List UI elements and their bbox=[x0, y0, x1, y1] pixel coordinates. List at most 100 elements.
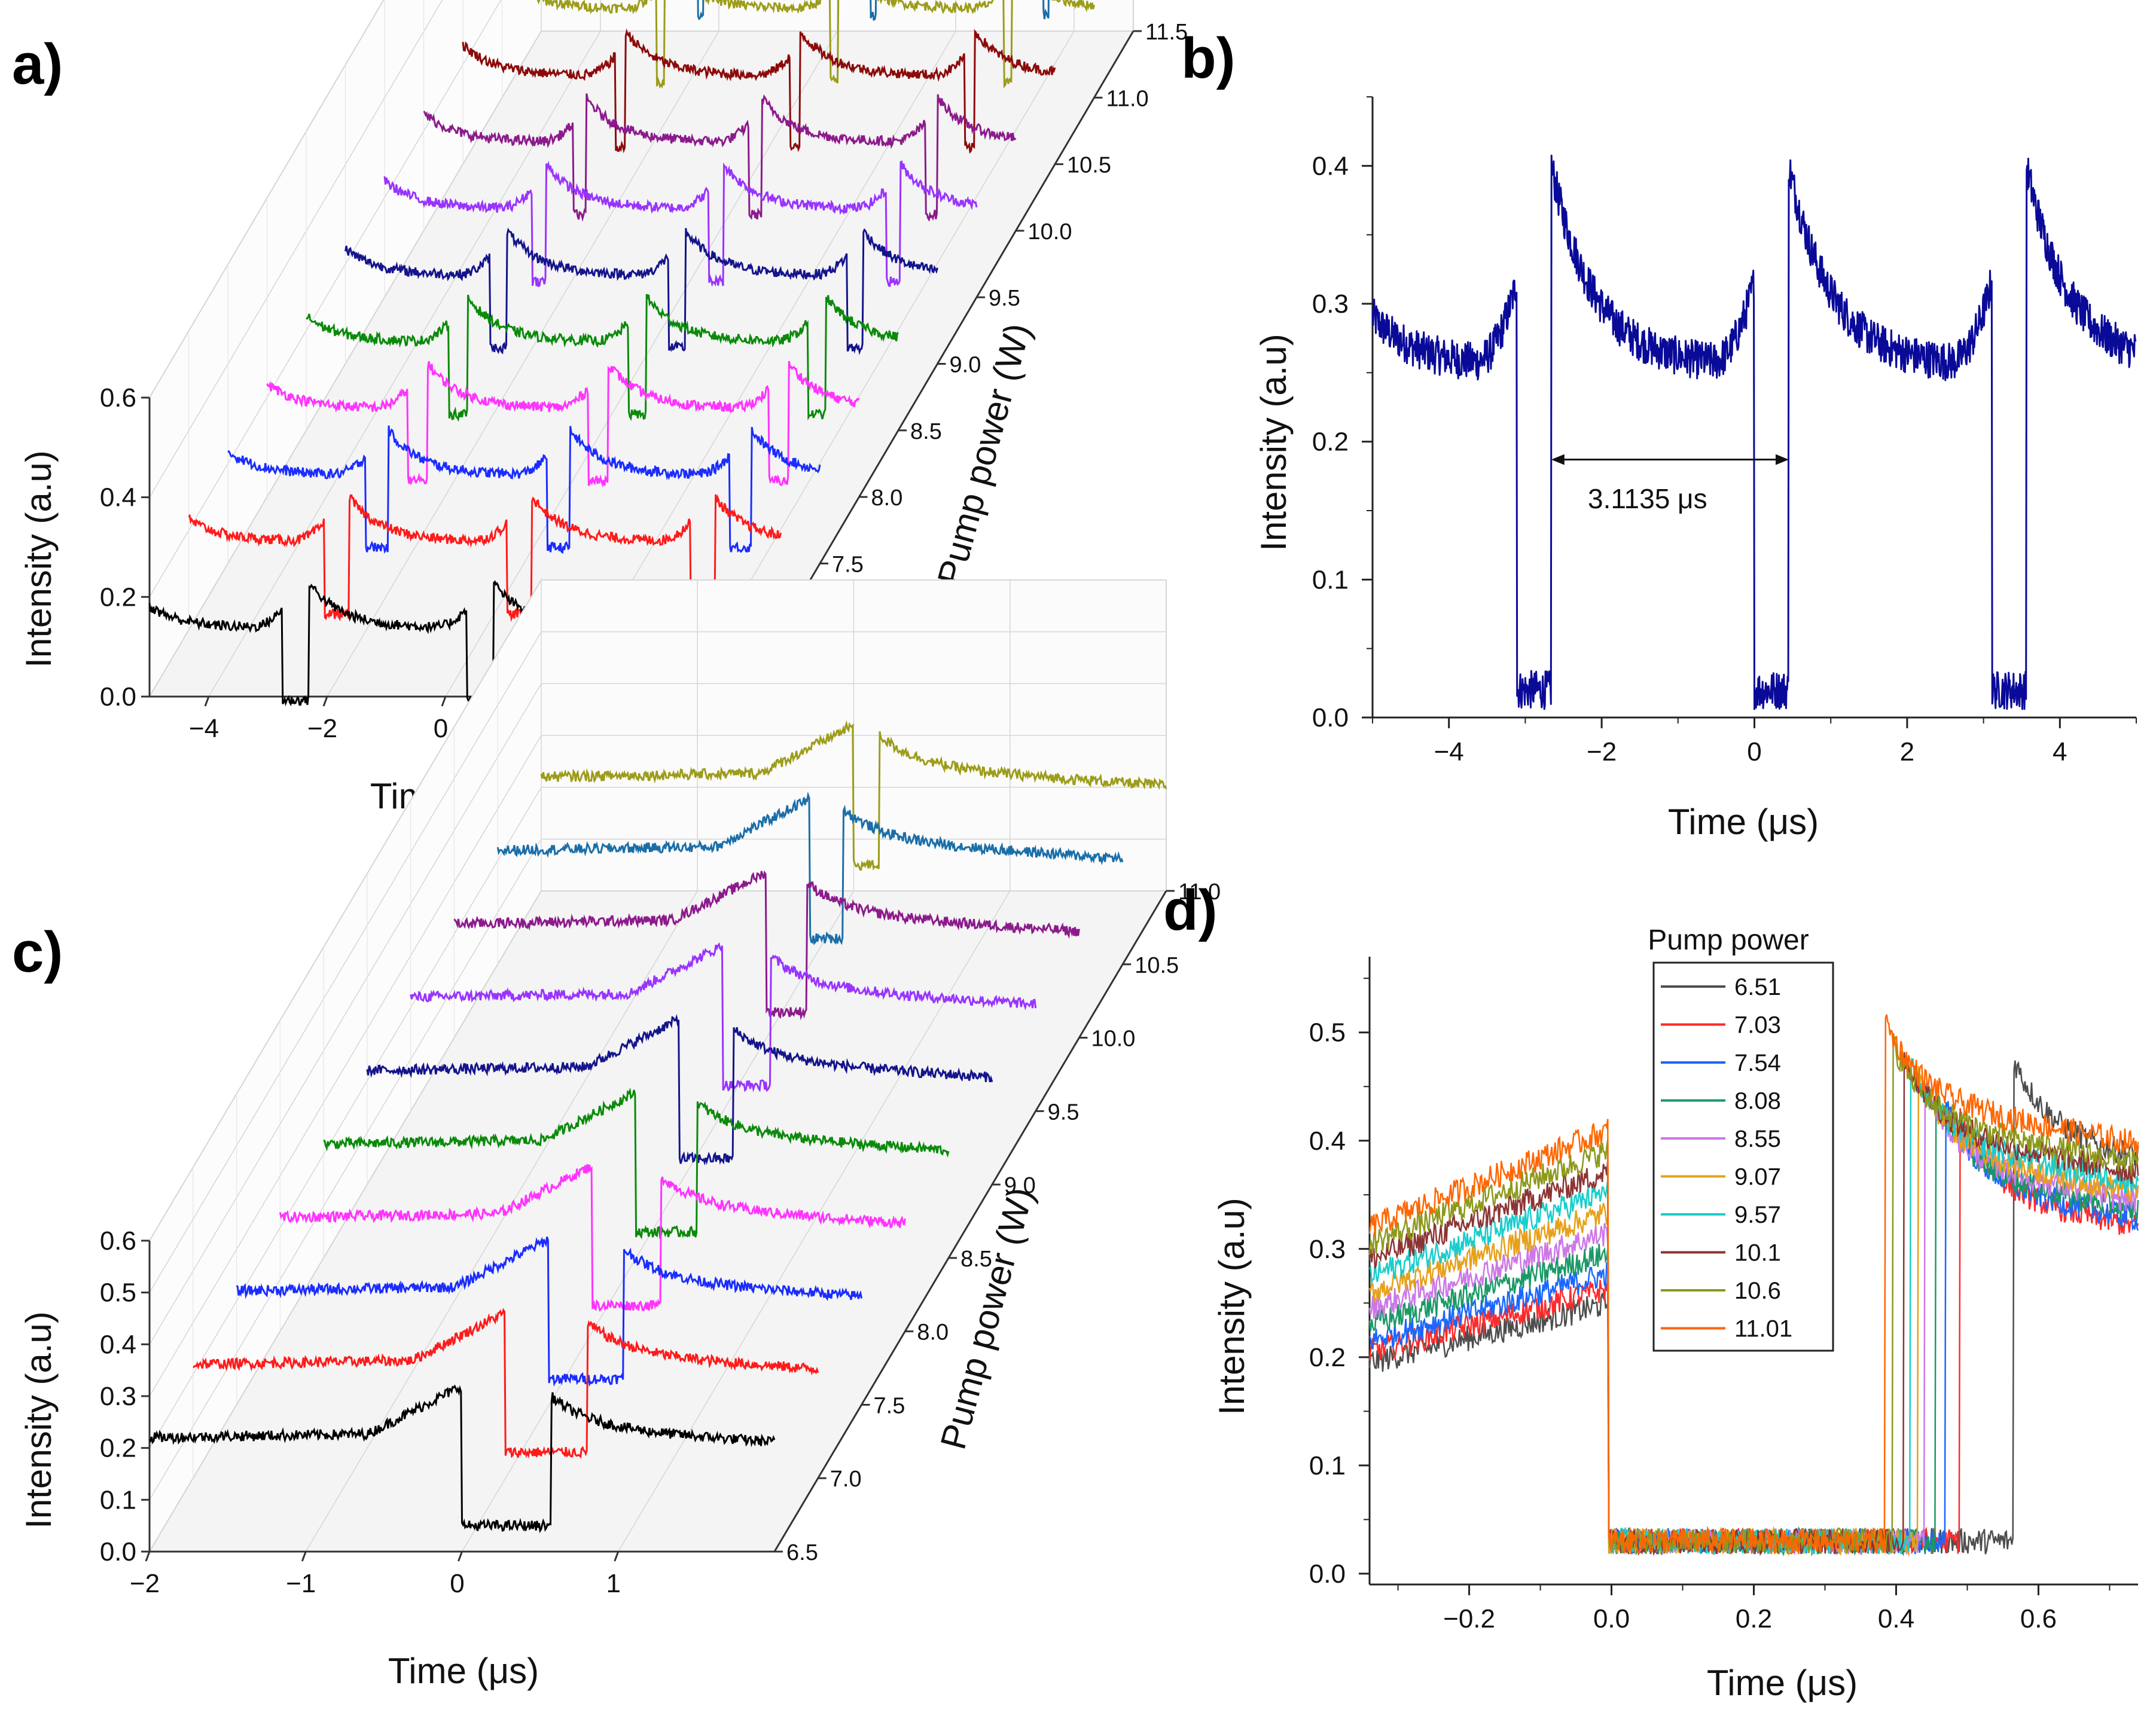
a-y-tick-label: 0.0 bbox=[100, 682, 136, 712]
panel-a-traces bbox=[148, 0, 1095, 709]
panel-d-x-tick-label: 0.2 bbox=[1736, 1604, 1772, 1634]
panel-d-traces bbox=[1368, 1014, 2139, 1557]
panel-d-x-tick-label: 0.6 bbox=[2020, 1604, 2057, 1634]
panel-b-x-tick-label: −4 bbox=[1434, 737, 1464, 767]
c-left-gridline bbox=[149, 631, 542, 1293]
c-series-line-9.0 bbox=[366, 1013, 993, 1166]
panel-b: b) −4 −2 0 2 4 0.0 0.1 0.2 0.3 0.4 3.1135 μs Inte… bbox=[1181, 26, 2137, 842]
panel-d-legend-title: Pump power bbox=[1648, 924, 1809, 956]
c-left-gridline bbox=[149, 838, 542, 1500]
c-y-tick-label: 0.1 bbox=[100, 1485, 136, 1515]
c-x-tick-label: 0 bbox=[450, 1569, 464, 1598]
panel-d-series-line-11.01 bbox=[1368, 1014, 2139, 1555]
a-series-line-10.0 bbox=[423, 93, 1017, 222]
c-left-gridline bbox=[149, 787, 542, 1449]
c-series-line-11.0 bbox=[540, 720, 1167, 871]
a-x-tick bbox=[322, 696, 328, 707]
panel-c-x-axis-title: Time (μs) bbox=[388, 1651, 539, 1691]
panel-d-y-tick-label: 0.2 bbox=[1309, 1343, 1346, 1372]
panel-d-legend-entry: 9.57 bbox=[1734, 1202, 1781, 1228]
c-z-tick-label: 10.0 bbox=[1091, 1027, 1135, 1052]
a-y-tick-label: 0.4 bbox=[100, 483, 136, 512]
a-series-line-10.5 bbox=[462, 28, 1056, 154]
panel-d-series-line-7.03 bbox=[1368, 1108, 2139, 1555]
panel-d-y-tick-label: 0.4 bbox=[1309, 1126, 1346, 1156]
panel-d-axes: −0.2 0.0 0.2 0.4 0.6 0.0 0.1 0.2 0.3 0.4 0.5 bbox=[1309, 957, 2138, 1634]
panel-b-x-tick-label: 4 bbox=[2053, 737, 2067, 767]
a-series-line-7.0 bbox=[188, 494, 782, 622]
c-y-tick-label: 0.4 bbox=[100, 1330, 136, 1359]
panel-d-legend-box bbox=[1652, 961, 1834, 1352]
panel-c-traces bbox=[148, 720, 1167, 1534]
panel-d-x-axis-title: Time (μs) bbox=[1707, 1663, 1858, 1703]
panel-d-legend-entry: 11.01 bbox=[1734, 1316, 1792, 1342]
a-y-tick-label: 0.2 bbox=[100, 582, 136, 612]
a-z-tick-label: 9.0 bbox=[950, 353, 981, 378]
panel-d-y-tick-label: 0.0 bbox=[1309, 1559, 1346, 1589]
panel-d-series-line-9.57 bbox=[1369, 1058, 2139, 1556]
a-series-line-8.5 bbox=[306, 294, 899, 422]
panel-d-legend-entry: 9.07 bbox=[1734, 1164, 1781, 1190]
c-x-tick-label: −2 bbox=[130, 1569, 160, 1598]
a-x-tick bbox=[204, 696, 210, 707]
c-y-tick-label: 0.3 bbox=[100, 1382, 136, 1411]
a-z-tick-label: 8.5 bbox=[910, 419, 942, 444]
a-z-tick-label: 8.0 bbox=[871, 486, 903, 511]
c-left-gridline bbox=[149, 683, 542, 1345]
panel-b-axes: −4 −2 0 2 4 0.0 0.1 0.2 0.3 0.4 bbox=[1312, 96, 2137, 767]
panel-c: c) 0.0 0.1 0.2 0.3 0.4 0.5 0.6 −2 −1 0 1 6.5 7.0 7.… bbox=[12, 578, 1221, 1691]
panel-b-x-axis-title: Time (μs) bbox=[1668, 802, 1819, 842]
panel-d-legend-entry: 8.08 bbox=[1734, 1088, 1781, 1115]
a-z-tick-label: 11.0 bbox=[1106, 86, 1149, 111]
c-z-tick-label: 9.0 bbox=[1004, 1173, 1036, 1198]
panel-d-x-tick-label: 0.4 bbox=[1878, 1604, 1914, 1634]
c-series-line-8.0 bbox=[279, 1164, 906, 1312]
panel-d: d) −0.2 0.0 0.2 0.4 0.6 0.0 0.1 0.2 0.3 0.4 0.5 Pu… bbox=[1163, 878, 2139, 1703]
panel-c-x-ticks: −2 −1 0 1 bbox=[130, 1551, 621, 1598]
panel-b-label: b) bbox=[1181, 26, 1236, 90]
c-y-tick-label: 0.0 bbox=[100, 1537, 136, 1567]
panel-b-trace bbox=[1371, 154, 2137, 710]
c-y-tick-label: 0.6 bbox=[100, 1226, 136, 1256]
panel-b-y-tick-label: 0.0 bbox=[1312, 703, 1349, 732]
c-floor-gridline bbox=[305, 890, 698, 1552]
panel-b-period-arrowhead-left bbox=[1551, 454, 1565, 465]
c-x-tick bbox=[301, 1551, 307, 1562]
a-series-line-11.0 bbox=[536, 0, 1095, 89]
c-y-tick-label: 0.2 bbox=[100, 1434, 136, 1463]
a-series-line-9.0 bbox=[344, 227, 938, 355]
c-series-line-6.5 bbox=[148, 1384, 776, 1534]
a-series-line-7.5 bbox=[227, 425, 821, 554]
panel-a-y-ticks: 0.0 0.2 0.4 0.6 bbox=[100, 383, 150, 712]
a-x-tick-label: −2 bbox=[307, 714, 337, 743]
c-left-gridline bbox=[149, 579, 542, 1241]
a-z-tick-label: 9.5 bbox=[989, 286, 1020, 311]
a-z-tick-label: 11.5 bbox=[1145, 20, 1188, 45]
panel-b-period-annotation: 3.1135 μs bbox=[1551, 454, 1789, 514]
a-z-tick-label: 10.5 bbox=[1067, 153, 1111, 178]
panel-d-y-axis-title: Intensity (a.u) bbox=[1212, 1198, 1252, 1415]
panel-b-intensity-line bbox=[1371, 154, 2137, 710]
a-x-tick-label: −4 bbox=[189, 714, 219, 743]
panel-d-legend-entry: 7.54 bbox=[1734, 1050, 1781, 1076]
panel-d-y-tick-label: 0.5 bbox=[1309, 1018, 1346, 1048]
panel-b-x-tick-label: 0 bbox=[1747, 737, 1761, 767]
panel-b-x-tick-label: −2 bbox=[1587, 737, 1617, 767]
panel-a-y-axis-title: Intensity (a.u) bbox=[19, 450, 59, 668]
c-floor-gridline bbox=[461, 890, 855, 1552]
a-floor-gridline bbox=[445, 30, 838, 697]
panel-d-legend: Pump power 6.51 7.03 7.54 8.08 8.55 9.07 9.57 1… bbox=[1648, 924, 1834, 1352]
panel-d-y-tick-label: 0.1 bbox=[1309, 1451, 1346, 1480]
panel-b-x-tick-label: 2 bbox=[1900, 737, 1914, 767]
panel-b-y-tick-label: 0.1 bbox=[1312, 565, 1349, 594]
c-series-line-7.5 bbox=[236, 1236, 863, 1387]
a-z-tick-label: 7.5 bbox=[832, 552, 864, 577]
panel-d-legend-entry: 8.55 bbox=[1734, 1126, 1781, 1152]
c-z-tick-label: 8.5 bbox=[960, 1247, 992, 1272]
panel-d-label: d) bbox=[1163, 878, 1218, 942]
panel-c-y-axis-title: Intensity (a.u) bbox=[19, 1311, 59, 1529]
panel-d-legend-entry: 6.51 bbox=[1734, 974, 1781, 1000]
panel-d-legend-entry: 7.03 bbox=[1734, 1012, 1781, 1039]
panel-b-period-label: 3.1135 μs bbox=[1588, 483, 1707, 514]
c-series-line-8.5 bbox=[323, 1087, 950, 1239]
